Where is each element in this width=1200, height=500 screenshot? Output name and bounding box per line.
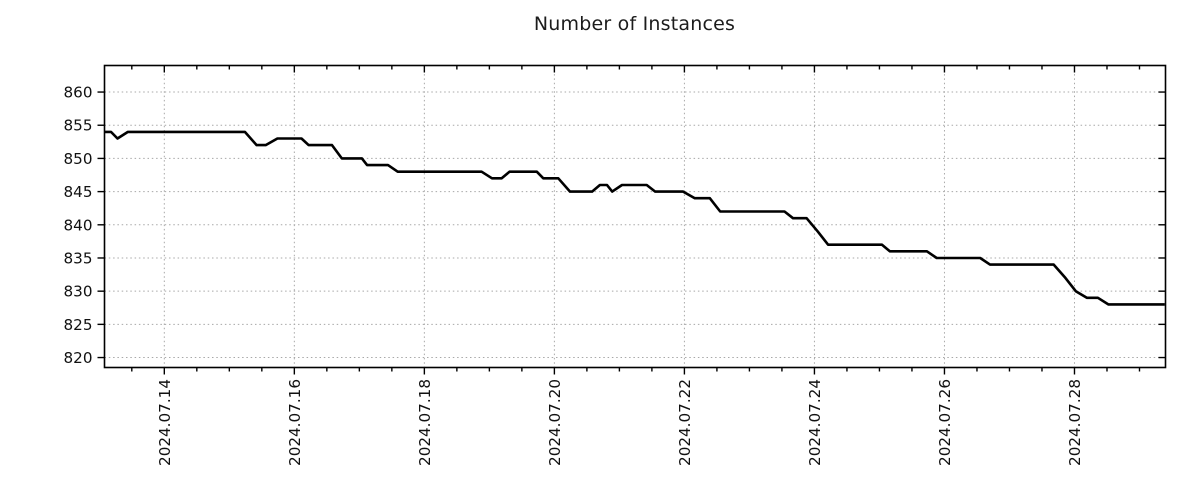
x-tick-label: 2024.07.20: [546, 379, 564, 466]
series-instances: [104, 130, 1165, 306]
y-tick-label: 830: [64, 283, 93, 301]
x-tick-label: 2024.07.22: [676, 379, 694, 466]
chart-title: Number of Instances: [533, 13, 736, 35]
x-tick-label: 2024.07.26: [936, 379, 954, 466]
y-tick-label: 850: [64, 150, 93, 168]
y-tick-label: 820: [64, 349, 93, 367]
y-tick-label: 825: [64, 316, 93, 334]
x-tick-label: 2024.07.18: [416, 379, 434, 466]
x-tick-label: 2024.07.28: [1066, 379, 1084, 466]
plot-frame: [103, 64, 1167, 369]
x-tick-label: 2024.07.24: [806, 379, 824, 466]
y-tick-label: 835: [64, 249, 93, 267]
y-tick-label: 840: [64, 216, 93, 234]
x-tick-label: 2024.07.16: [286, 379, 304, 466]
y-tick-label: 845: [64, 183, 93, 201]
y-tick-label: 860: [64, 84, 93, 102]
x-tick-label: 2024.07.14: [156, 379, 174, 466]
y-tick-label: 855: [64, 117, 93, 135]
